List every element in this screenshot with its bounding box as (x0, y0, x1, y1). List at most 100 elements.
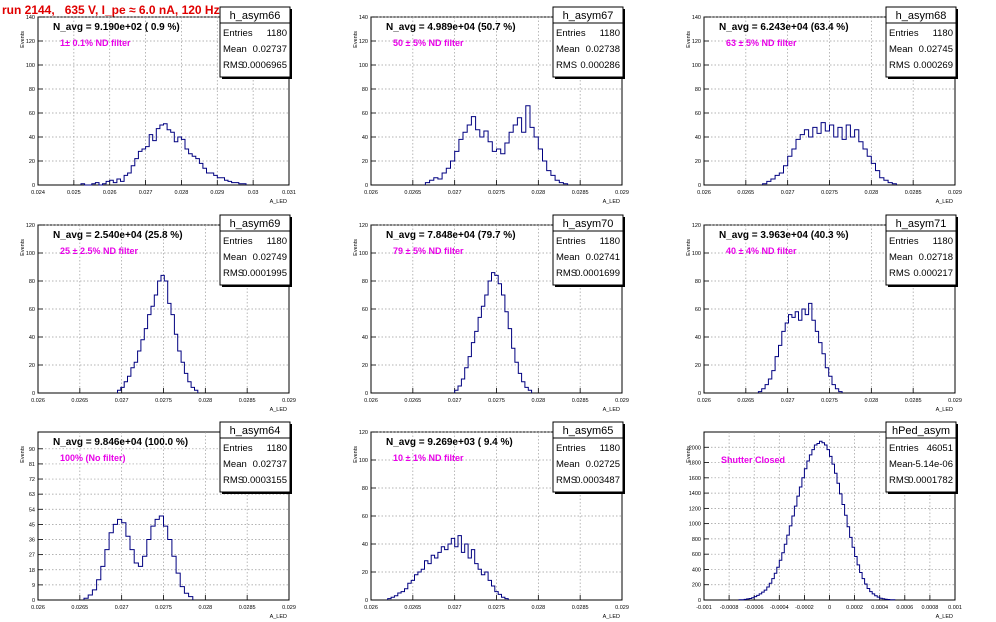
x-tick-label: -0.001 (696, 605, 712, 611)
x-tick-label: 0.0285 (572, 605, 589, 611)
stat-value-entries: 1180 (267, 28, 287, 39)
x-axis-title: A_LED (603, 614, 620, 620)
x-tick-label: 0.029 (615, 605, 629, 611)
y-axis-title: Events (686, 31, 692, 48)
stat-label-mean: Mean (556, 459, 580, 470)
x-tick-label: 0.001 (948, 605, 962, 611)
y-tick-label: 20 (695, 159, 701, 165)
y-tick-label: 40 (362, 135, 368, 141)
y-tick-label: 120 (26, 223, 35, 229)
navg-header: N_avg = 4.989e+04 (50.7 %) (386, 22, 516, 33)
y-tick-label: 80 (362, 87, 368, 93)
y-tick-label: 120 (359, 430, 368, 436)
y-tick-label: 0 (365, 391, 368, 397)
y-tick-label: 100 (359, 251, 368, 257)
page-title: run 2144, 635 V, I_pe ≈ 6.0 nA, 120 Hz (2, 3, 220, 17)
x-tick-label: 0.029 (948, 190, 962, 196)
stat-value-rms: 0.000217 (913, 268, 953, 279)
y-tick-label: 0 (365, 183, 368, 189)
navg-header: N_avg = 3.963e+04 (40.3 %) (719, 230, 849, 241)
stat-value-rms: 0.0001699 (575, 268, 620, 279)
y-tick-label: 120 (26, 39, 35, 45)
x-axis-title: A_LED (936, 407, 953, 413)
y-tick-label: 200 (692, 583, 701, 589)
filter-note: 79 ± 5% ND filter (393, 246, 464, 256)
stat-box-shadow (956, 9, 958, 79)
x-tick-label: 0.028 (198, 398, 212, 404)
stat-label-rms: RMS (223, 60, 244, 71)
x-tick-label: 0.024 (31, 190, 45, 196)
x-axis-title: A_LED (270, 614, 287, 620)
x-tick-label: 0.0008 (921, 605, 938, 611)
x-tick-label: 0.0285 (572, 398, 589, 404)
histogram-line (762, 122, 897, 185)
stat-value-mean: 0.02725 (586, 459, 620, 470)
stat-box: h_asym67 Entries 1180 Mean 0.02738 RMS 0.00028… (552, 6, 625, 79)
x-tick-label: 0.028 (531, 190, 545, 196)
y-tick-label: 100 (692, 251, 701, 257)
x-tick-label: 0.0265 (404, 605, 421, 611)
x-tick-label: 0.0265 (737, 398, 754, 404)
x-tick-label: -0.0006 (745, 605, 764, 611)
y-tick-label: 18 (29, 568, 35, 574)
stat-value-entries: 1180 (600, 443, 620, 454)
stat-value-mean: 0.02745 (919, 44, 953, 55)
y-tick-label: 100 (359, 458, 368, 464)
x-tick-label: 0.028 (198, 605, 212, 611)
stat-value-mean: 0.02737 (253, 459, 287, 470)
stat-box-shadow (623, 424, 625, 494)
y-tick-label: 36 (29, 538, 35, 544)
x-tick-label: 0.029 (282, 605, 296, 611)
stat-label-mean: Mean (556, 44, 580, 55)
filter-note: 40 ± 4% ND filter (726, 246, 797, 256)
histogram-panel-h_asym65: 0.026 0.0265 0.027 0.0275 0.028 0.0285 0.029 0 2… (353, 421, 629, 620)
y-tick-label: 80 (29, 87, 35, 93)
stat-box: h_asym70 Entries 1180 Mean 0.02741 RMS0.00016… (552, 214, 625, 287)
stat-label-mean: Mean (223, 44, 247, 55)
y-tick-label: 140 (26, 15, 35, 21)
stat-value-mean: 0.02718 (919, 252, 953, 263)
x-tick-label: 0.026 (31, 398, 45, 404)
stat-box-shadow (222, 492, 292, 494)
navg-header: N_avg = 7.848e+04 (79.7 %) (386, 230, 516, 241)
stat-label-mean: Mean (889, 252, 913, 263)
y-tick-label: 45 (29, 522, 35, 528)
stat-box-title: h_asym70 (563, 218, 614, 230)
stat-box: h_asym65 Entries 1180 Mean 0.02725 RMS0.00034… (552, 421, 625, 494)
x-tick-label: 0.0285 (905, 190, 922, 196)
x-tick-label: 0.027 (115, 605, 129, 611)
y-tick-label: 60 (695, 307, 701, 313)
x-tick-label: 0.027 (448, 605, 462, 611)
stat-label-rms: RMS (889, 268, 910, 279)
x-tick-label: 0.027 (448, 190, 462, 196)
stat-box-title: h_asym64 (230, 425, 281, 437)
y-tick-label: 80 (362, 279, 368, 285)
y-tick-label: 90 (29, 447, 35, 453)
histogram-line (454, 272, 533, 393)
stat-value-mean: 0.02738 (586, 44, 620, 55)
y-tick-label: 40 (695, 135, 701, 141)
y-tick-label: 100 (26, 251, 35, 257)
y-tick-label: 20 (362, 363, 368, 369)
histogram-line (83, 515, 194, 600)
histogram-panel-h_asym69: 0.026 0.0265 0.027 0.0275 0.028 0.0285 0.029 0 2… (20, 214, 296, 413)
y-tick-label: 81 (29, 462, 35, 468)
navg-header: N_avg = 6.243e+04 (63.4 %) (719, 22, 849, 33)
y-tick-label: 0 (32, 183, 35, 189)
y-tick-label: 1000 (689, 522, 701, 528)
x-tick-label: 0.027 (115, 398, 129, 404)
x-tick-label: 0.026 (364, 605, 378, 611)
y-tick-label: 60 (362, 514, 368, 520)
stat-box-title: h_asym65 (563, 425, 614, 437)
navg-header: N_avg = 9.190e+02 ( 0.9 %) (53, 22, 180, 33)
stat-label-rms: RMS (556, 475, 577, 486)
stat-label-rms: RMS (889, 60, 910, 71)
y-tick-label: 600 (692, 552, 701, 558)
navg-header: N_avg = 2.540e+04 (25.8 %) (53, 230, 183, 241)
stat-label-mean: Mean (223, 459, 247, 470)
y-tick-label: 0 (365, 598, 368, 604)
x-tick-label: 0.0004 (871, 605, 888, 611)
y-tick-label: 54 (29, 507, 35, 513)
x-tick-label: 0.029 (210, 190, 224, 196)
